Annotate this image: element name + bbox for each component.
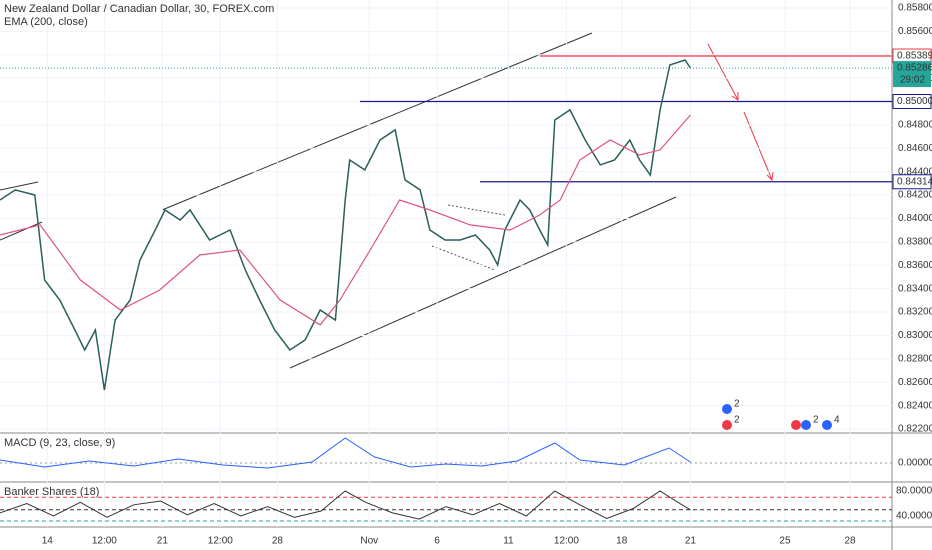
x-tick-label: 12:00 [92,536,117,547]
y-tick-label: 0.83000 [898,330,932,341]
y-tick-label: 80.00000 [896,486,932,497]
price-label: 0.85389 [897,51,932,62]
x-tick-label: 25 [779,536,791,547]
event-icon [722,404,732,414]
price-label-box [892,94,932,110]
event-icon [722,420,732,430]
trendline [289,196,677,369]
trendline [161,32,593,211]
price-line [0,114,691,326]
price-line [0,59,692,391]
price-label: 0.85000 [897,96,932,107]
y-tick-label: 0.00000 [898,458,932,469]
y-tick-label: 0.82400 [898,400,932,411]
arrow [707,43,739,101]
macd-line [0,437,691,469]
x-tick-label: Nov [360,536,378,547]
event-icon [791,420,801,430]
trendline [0,221,43,241]
y-tick-label: 0.84800 [898,120,932,131]
y-tick-label: 0.83200 [898,307,932,318]
x-tick-label: 12:00 [208,536,233,547]
indicator-label: EMA (200, close) [4,16,88,28]
trendline [0,181,39,191]
y-tick-label: 0.83800 [898,237,932,248]
y-tick-label: 0.82200 [898,424,932,435]
x-tick-label: 28 [845,536,857,547]
x-tick-label: 18 [616,536,628,547]
chart-title: New Zealand Dollar / Canadian Dollar, 30… [4,3,274,15]
last-price-box [893,61,931,88]
event-icon [801,420,811,430]
x-tick-label: 28 [272,536,284,547]
y-tick-label: 0.83400 [898,283,932,294]
y-tick-label: 0.85600 [898,26,932,37]
y-tick-label: 0.82800 [898,353,932,364]
y-tick-label: 0.84400 [898,166,932,177]
y-tick-label: 0.84600 [898,143,932,154]
event-count: 2 [813,415,819,426]
x-tick-label: 6 [434,536,440,547]
arrow [743,111,773,181]
y-tick-label: 0.84000 [898,213,932,224]
banker-line [0,490,691,520]
x-tick-label: 11 [503,536,514,547]
macd-title: MACD (9, 23, close, 9) [4,437,115,449]
x-tick-label: 12:00 [554,536,579,547]
arrow-head [766,171,774,182]
wedge-line [431,245,496,271]
event-count: 4 [834,415,840,426]
countdown: 29:02 [900,75,925,86]
y-tick-label: 0.84200 [898,190,932,201]
event-count: 2 [734,415,740,426]
last-price-label: 0.85286 [897,63,932,74]
price-label: 0.84314 [897,176,932,187]
y-tick-label: 0.82600 [898,377,932,388]
x-tick-label: 21 [685,536,697,547]
y-tick-label: 0.85800 [898,3,932,14]
y-tick-label: 40.00000 [896,511,932,522]
price-label-box [892,174,932,190]
x-tick-label: 21 [157,536,169,547]
wedge-line [447,204,506,216]
arrow-head [731,92,739,101]
x-tick-label: 14 [42,536,54,547]
event-icon [822,420,832,430]
event-count: 2 [734,399,740,410]
y-tick-label: 0.83600 [898,260,932,271]
banker-title: Banker Shares (18) [4,486,99,498]
